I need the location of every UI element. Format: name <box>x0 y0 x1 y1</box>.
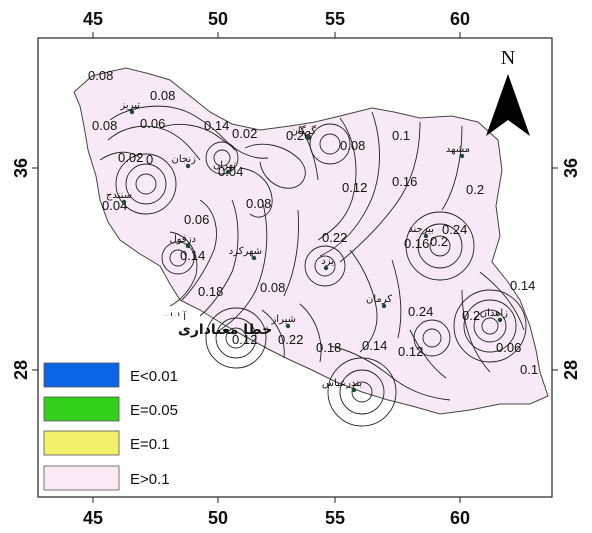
contour-label: 0.18 <box>198 284 223 299</box>
city-label: تبریز <box>119 100 140 111</box>
contour-label: 0.02 <box>232 126 257 141</box>
contour-label: 0.08 <box>340 138 365 153</box>
contour-label: 0.06 <box>140 116 165 131</box>
city-marker <box>305 135 311 141</box>
y-tick-right: 28 <box>561 360 581 380</box>
contour-label: 0.04 <box>218 164 243 179</box>
legend-swatch-e-lt-0-01 <box>43 362 120 388</box>
city-marker <box>185 163 191 169</box>
city-marker <box>459 153 465 159</box>
contour-label: 0.1 <box>520 362 538 377</box>
city-marker <box>351 387 357 393</box>
contour-label: 0.12 <box>232 332 257 347</box>
x-tick-bottom: 55 <box>325 508 345 528</box>
city-marker <box>129 109 135 115</box>
city-marker <box>185 243 191 249</box>
city-label: بیرجند <box>408 224 434 235</box>
city-label: گرگان <box>291 125 317 137</box>
contour-label: 0 <box>146 152 153 167</box>
north-arrow: N <box>486 47 530 136</box>
city-marker <box>285 323 291 329</box>
city-marker <box>121 199 127 205</box>
city-label: کرمان <box>366 294 392 305</box>
contour-label: 0.22 <box>322 230 347 245</box>
contour-label: 0.24 <box>408 304 433 319</box>
contour-label: 0.16 <box>404 236 429 251</box>
contour-label: 0.06 <box>496 340 521 355</box>
contour-label: 0.06 <box>184 212 209 227</box>
legend-swatch-e-0-1 <box>43 430 120 456</box>
city-marker <box>251 255 257 261</box>
contour-label: 0.26 <box>286 128 311 143</box>
legend-label-e-lt-0-01: E<0.01 <box>130 368 178 385</box>
city-label: شهرکرد <box>229 246 262 257</box>
x-tick-bottom: 50 <box>208 508 228 528</box>
legend: خطا معناداری E<0.01 E=0.05 E=0.1 E>0.1 <box>39 316 272 496</box>
x-tick-top: 60 <box>450 9 470 29</box>
legend-title: خطا معناداری <box>178 322 272 338</box>
legend-label-e-gt-0-1: E>0.1 <box>130 471 170 488</box>
contour-label: 0.08 <box>260 280 285 295</box>
contour-label: 0.1 <box>392 128 410 143</box>
city-label: زنجان <box>172 154 197 165</box>
y-tick-left: 36 <box>11 158 31 178</box>
y-tick-left: 28 <box>11 360 31 380</box>
city-label: سنندج <box>106 190 132 201</box>
x-tick-bottom: 45 <box>83 508 103 528</box>
city-label: تهران <box>213 160 236 171</box>
country-outline <box>73 67 549 415</box>
city-label: زاهدان <box>480 308 508 319</box>
contour-label: 0.24 <box>442 222 467 237</box>
north-arrow-label: N <box>501 47 515 69</box>
north-arrow-left-half <box>486 74 508 136</box>
x-tick-top: 50 <box>208 9 228 29</box>
north-arrow-right-half <box>508 74 530 136</box>
city-marker <box>423 233 429 239</box>
contour-label: 0.14 <box>510 278 535 293</box>
contour-label: 0.08 <box>92 118 117 133</box>
contour-label: 0.2 <box>430 234 448 249</box>
city-marker <box>225 169 231 175</box>
contour-label: 0.12 <box>398 344 423 359</box>
contour-label: 0.2 <box>462 308 480 323</box>
axis-tick-labels: 45 50 55 60 45 50 55 60 36 28 36 28 <box>11 9 581 528</box>
y-tick-right: 36 <box>561 158 581 178</box>
city-label: یزد <box>321 256 334 267</box>
contour-label: 0.14 <box>362 338 387 353</box>
legend-swatch-e-0-05 <box>43 396 120 422</box>
contour-label: 0.04 <box>102 198 127 213</box>
city-marker <box>323 265 329 271</box>
city-marker <box>381 303 387 309</box>
contour-label: 0.16 <box>392 174 417 189</box>
contour-label: 0.18 <box>316 340 341 355</box>
x-tick-top: 55 <box>325 9 345 29</box>
x-tick-top: 45 <box>83 9 103 29</box>
x-tick-bottom: 60 <box>450 508 470 528</box>
city-marker <box>497 317 503 323</box>
city-label: شیراز <box>270 314 296 325</box>
contour-label: 0.08 <box>150 88 175 103</box>
city-label: دزفول <box>170 234 197 245</box>
tick-marks <box>32 32 558 503</box>
contour-label: 0.2 <box>466 182 484 197</box>
city-label: مشهد <box>446 144 470 155</box>
contour-label: 0.14 <box>180 248 205 263</box>
legend-swatch-e-gt-0-1 <box>43 465 120 491</box>
legend-label-e-0-05: E=0.05 <box>130 402 178 419</box>
contour-label: 0.22 <box>278 332 303 347</box>
contour-label: 0.12 <box>342 180 367 195</box>
contour-label-group: 0.080.080.08 0.06 0.140.02 0.260.080.10.02 0… <box>88 68 538 377</box>
legend-label-e-0-1: E=0.1 <box>130 436 170 453</box>
contour-label: 0.08 <box>88 68 113 83</box>
contour-label: 0.08 <box>246 196 271 211</box>
contour-lines <box>99 105 527 427</box>
contour-label: 0.14 <box>204 118 229 133</box>
contour-label: 0.02 <box>118 150 143 165</box>
city-label: بندرعباس <box>322 378 362 389</box>
